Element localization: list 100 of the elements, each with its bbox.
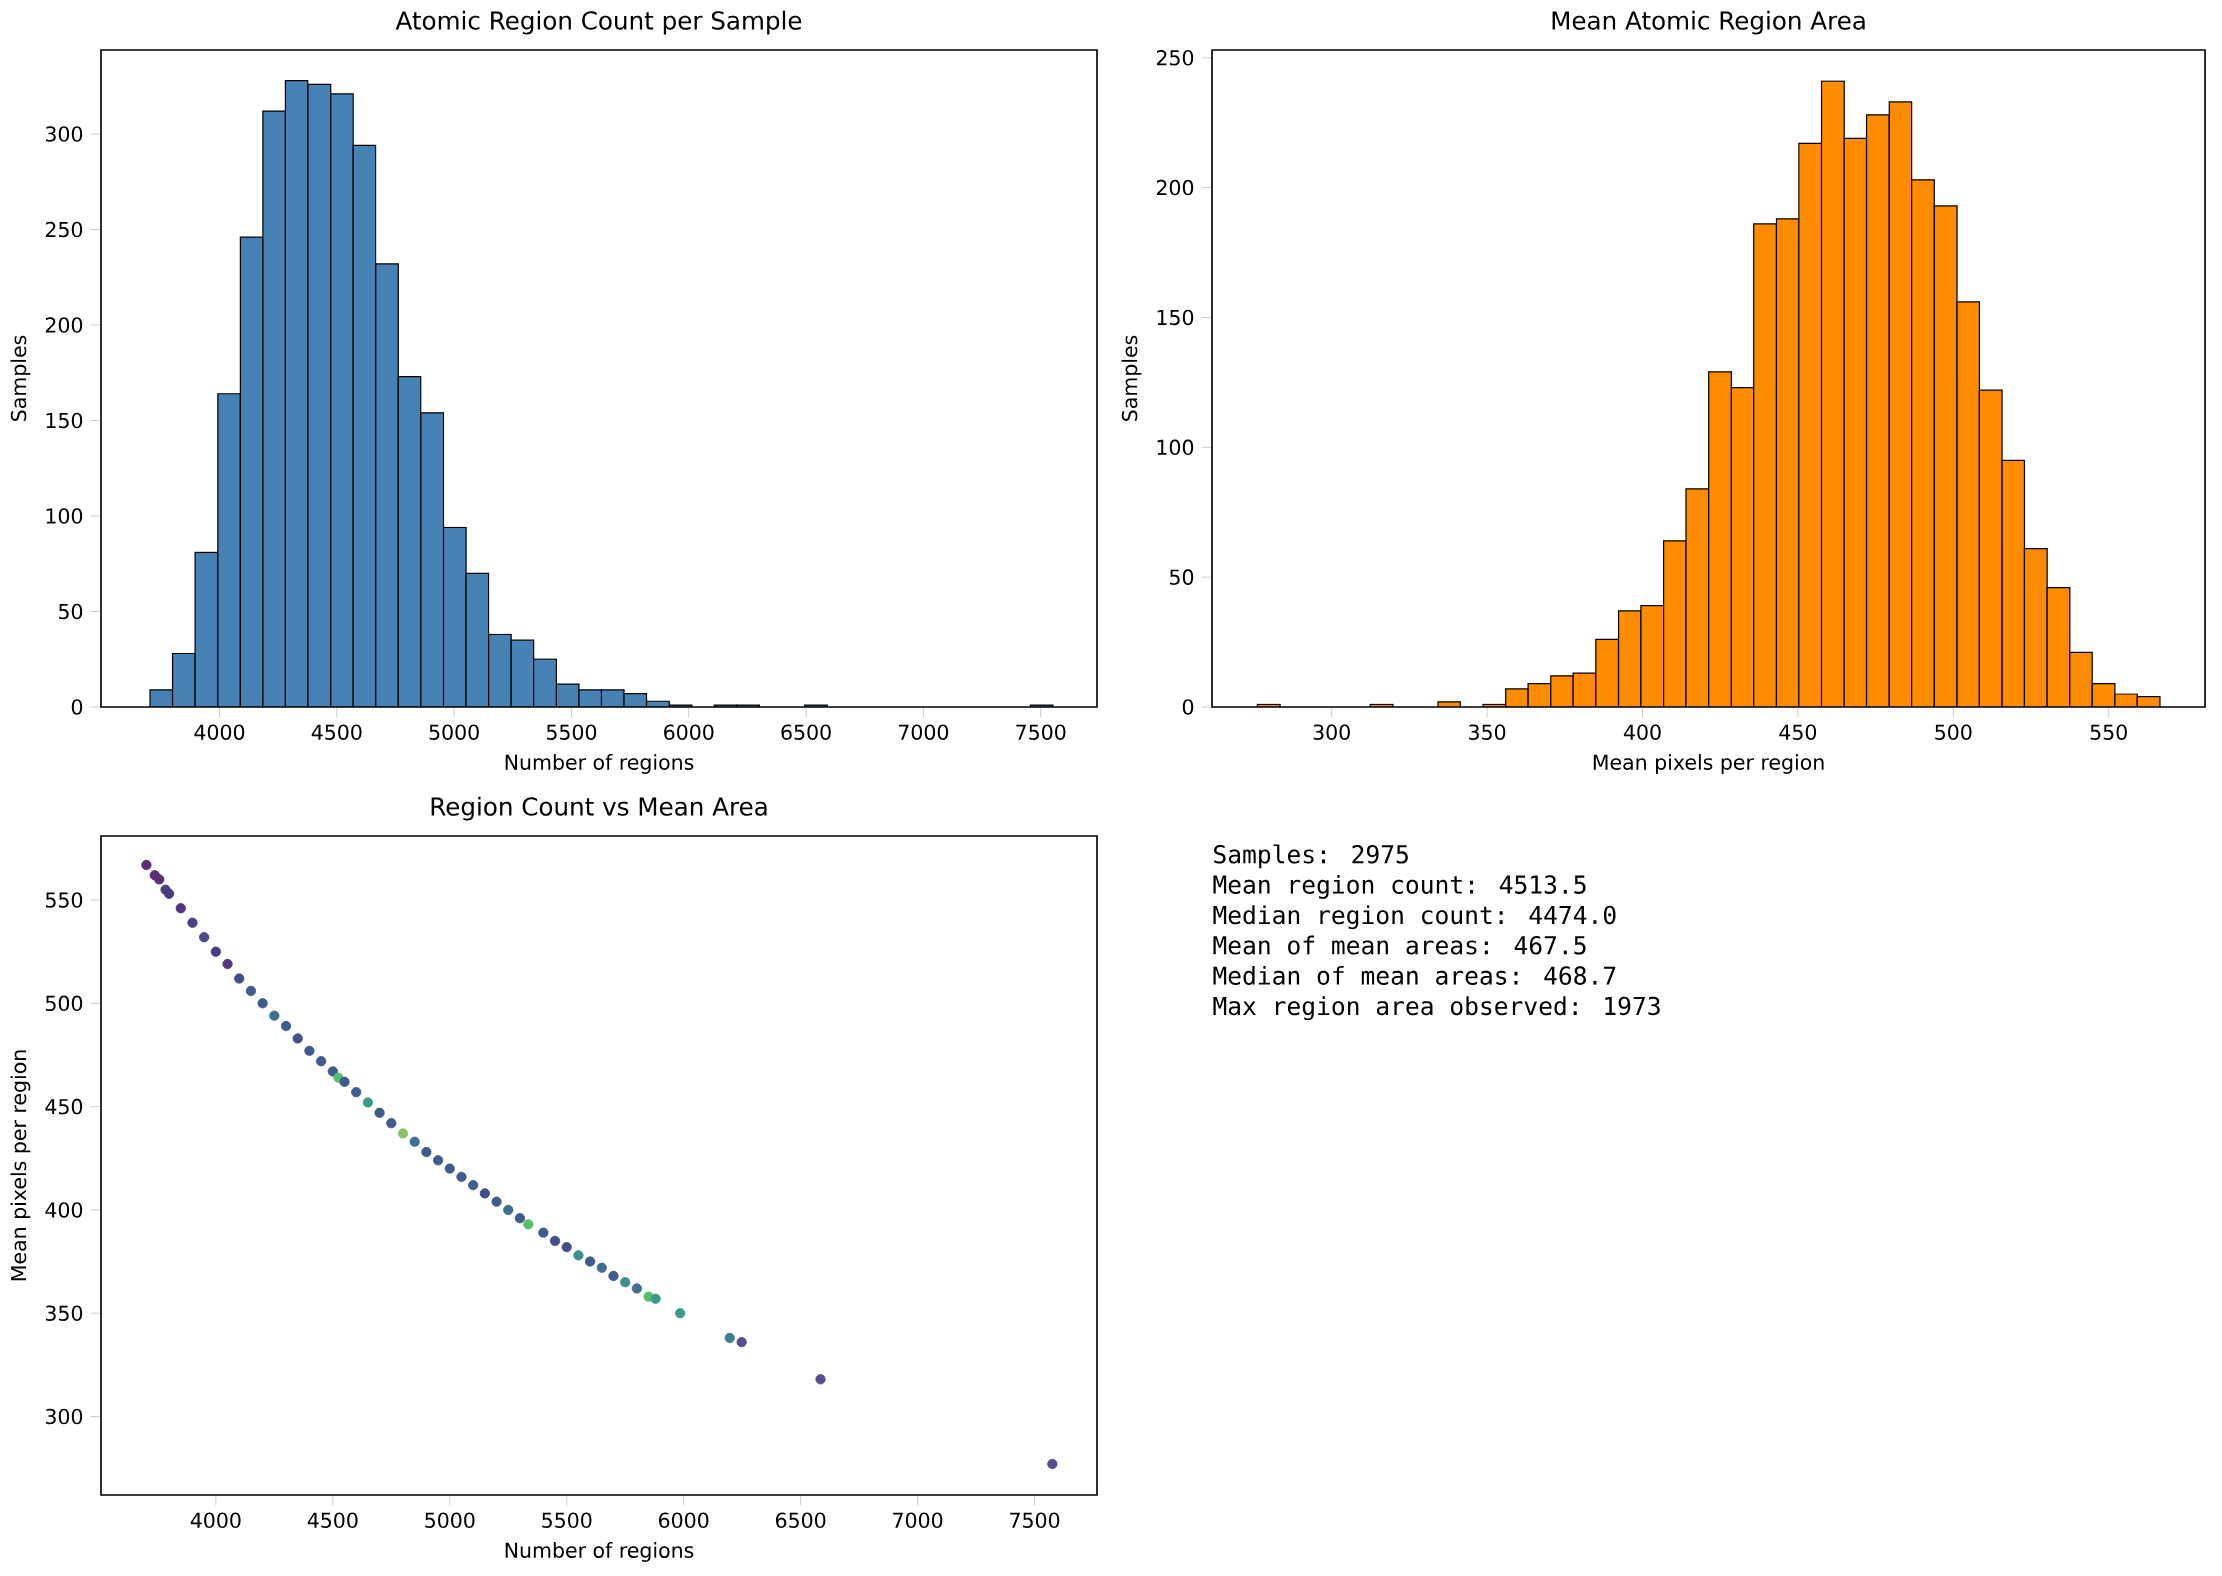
point [1047, 1458, 1058, 1470]
x-axis-title: Number of regions [505, 1542, 694, 1562]
point [561, 1241, 572, 1253]
point [815, 1374, 826, 1385]
x-tick-label: 6500 [776, 1512, 826, 1528]
point [386, 1118, 397, 1129]
text: Max region area observed: 1973 [1213, 996, 1660, 1021]
point [468, 1180, 479, 1191]
y-tick-label: 350 [45, 1305, 83, 1321]
point [141, 859, 152, 871]
x-tick-label: 500 [1935, 724, 1972, 740]
point [304, 1045, 315, 1056]
y-tick-label: 250 [45, 221, 83, 238]
point [620, 1277, 631, 1288]
point [210, 946, 221, 957]
x-tick-label: 400 [1623, 724, 1661, 740]
point [199, 932, 210, 943]
y-tick-label: 300 [45, 1408, 83, 1425]
y-tick-label: 200 [1156, 179, 1194, 196]
x-tick-label: 550 [2090, 724, 2127, 740]
x-tick-label: 5000 [429, 724, 479, 740]
point [549, 1235, 561, 1247]
point [650, 1293, 661, 1304]
text: Mean region count: 4513.5 [1213, 874, 1586, 899]
point [222, 958, 233, 970]
x-tick-label: 5500 [542, 1512, 592, 1528]
point [421, 1146, 432, 1158]
y-axis-title: Samples [10, 335, 31, 421]
x-axis-title: Mean pixels per region [1593, 754, 1824, 774]
point [523, 1219, 534, 1230]
point [573, 1250, 584, 1261]
x-tick-label: 450 [1779, 724, 1817, 740]
y-tick-label: 100 [46, 508, 83, 524]
y-tick-label: 50 [1170, 569, 1194, 585]
x-tick-label: 4500 [311, 724, 362, 740]
y-tick-label: 50 [59, 603, 83, 620]
x-tick-label: 7500 [1016, 724, 1066, 740]
x-tick-label: 350 [1469, 724, 1506, 740]
point [397, 1128, 409, 1139]
point [503, 1204, 514, 1216]
point [315, 1056, 327, 1067]
y-tick-label: 300 [45, 126, 83, 142]
x-tick-label: 6000 [664, 724, 714, 740]
text: Samples: 2975 [1214, 844, 1408, 869]
point [245, 985, 257, 997]
x-tick-label: 7500 [1010, 1512, 1060, 1528]
point [154, 874, 165, 885]
point [479, 1188, 490, 1199]
text: Mean of mean areas: 467.5 [1213, 935, 1586, 955]
x-tick-label: 4000 [190, 1512, 241, 1528]
y-tick-label: 450 [45, 1098, 83, 1115]
point [362, 1097, 374, 1108]
y-tick-label: 150 [1157, 309, 1194, 326]
point [675, 1308, 686, 1319]
point [491, 1196, 502, 1207]
point [514, 1213, 526, 1224]
y-tick-label: 0 [1182, 699, 1194, 715]
y-tick-label: 400 [45, 1202, 83, 1218]
y-tick-label: 550 [45, 892, 83, 908]
x-axis-title: Number of regions [505, 754, 694, 774]
x-tick-label: 5000 [425, 1512, 475, 1528]
text: Median of mean areas: 468.7 [1213, 965, 1616, 985]
point [409, 1136, 420, 1147]
y-tick-label: 500 [45, 995, 83, 1012]
point [608, 1270, 619, 1282]
point [538, 1227, 549, 1238]
x-tick-label: 4000 [194, 724, 245, 740]
y-tick-label: 200 [45, 317, 83, 333]
chart-title: Mean Atomic Region Area [1552, 10, 1865, 35]
x-tick-label: 7000 [898, 724, 949, 740]
y-axis-title: Samples [1121, 335, 1142, 421]
x-tick-label: 5500 [546, 724, 597, 740]
point [175, 903, 186, 914]
x-tick-label: 6500 [781, 724, 831, 740]
y-tick-label: 150 [46, 412, 83, 429]
x-tick-label: 300 [1313, 724, 1350, 740]
point [584, 1256, 596, 1267]
point [327, 1066, 338, 1077]
chart-title: Atomic Region Count per Sample [395, 10, 802, 35]
x-tick-label: 7000 [893, 1512, 943, 1528]
y-tick-label: 0 [71, 699, 83, 715]
point [280, 1020, 292, 1032]
point [724, 1332, 735, 1344]
point [257, 998, 268, 1009]
point [432, 1155, 444, 1166]
x-tick-label: 4500 [307, 1512, 358, 1528]
chart-title: Region Count vs Mean Area [431, 796, 767, 821]
text: Median region count: 4474.0 [1213, 905, 1616, 930]
point [234, 973, 245, 984]
point [374, 1107, 385, 1118]
point [736, 1337, 747, 1348]
point [596, 1262, 607, 1273]
point [456, 1171, 467, 1182]
point [444, 1163, 455, 1174]
point [339, 1076, 350, 1087]
point [163, 888, 175, 899]
x-tick-label: 6000 [659, 1512, 709, 1528]
point [292, 1033, 303, 1044]
point [187, 917, 198, 928]
point [631, 1283, 643, 1294]
